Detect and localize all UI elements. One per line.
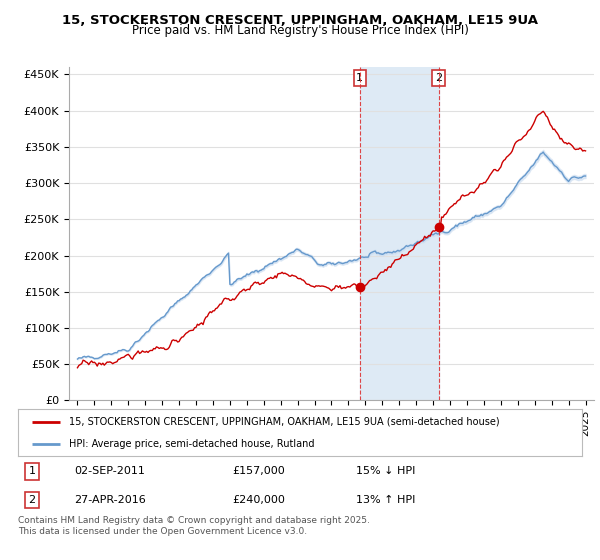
Text: 15, STOCKERSTON CRESCENT, UPPINGHAM, OAKHAM, LE15 9UA: 15, STOCKERSTON CRESCENT, UPPINGHAM, OAK… — [62, 14, 538, 27]
Text: 27-APR-2016: 27-APR-2016 — [74, 495, 146, 505]
Text: HPI: Average price, semi-detached house, Rutland: HPI: Average price, semi-detached house,… — [69, 438, 314, 449]
Bar — [360, 67, 439, 400]
Text: 02-SEP-2011: 02-SEP-2011 — [74, 466, 145, 477]
Text: 15% ↓ HPI: 15% ↓ HPI — [356, 466, 416, 477]
Text: Price paid vs. HM Land Registry's House Price Index (HPI): Price paid vs. HM Land Registry's House … — [131, 24, 469, 37]
Text: 13% ↑ HPI: 13% ↑ HPI — [356, 495, 416, 505]
Text: Contains HM Land Registry data © Crown copyright and database right 2025.
This d: Contains HM Land Registry data © Crown c… — [18, 516, 370, 536]
Text: £240,000: £240,000 — [232, 495, 285, 505]
Text: £157,000: £157,000 — [232, 466, 285, 477]
Text: 1: 1 — [356, 73, 363, 83]
Text: 2: 2 — [435, 73, 442, 83]
Text: 15, STOCKERSTON CRESCENT, UPPINGHAM, OAKHAM, LE15 9UA (semi-detached house): 15, STOCKERSTON CRESCENT, UPPINGHAM, OAK… — [69, 417, 499, 427]
Text: 2: 2 — [29, 495, 35, 505]
Text: 1: 1 — [29, 466, 35, 477]
